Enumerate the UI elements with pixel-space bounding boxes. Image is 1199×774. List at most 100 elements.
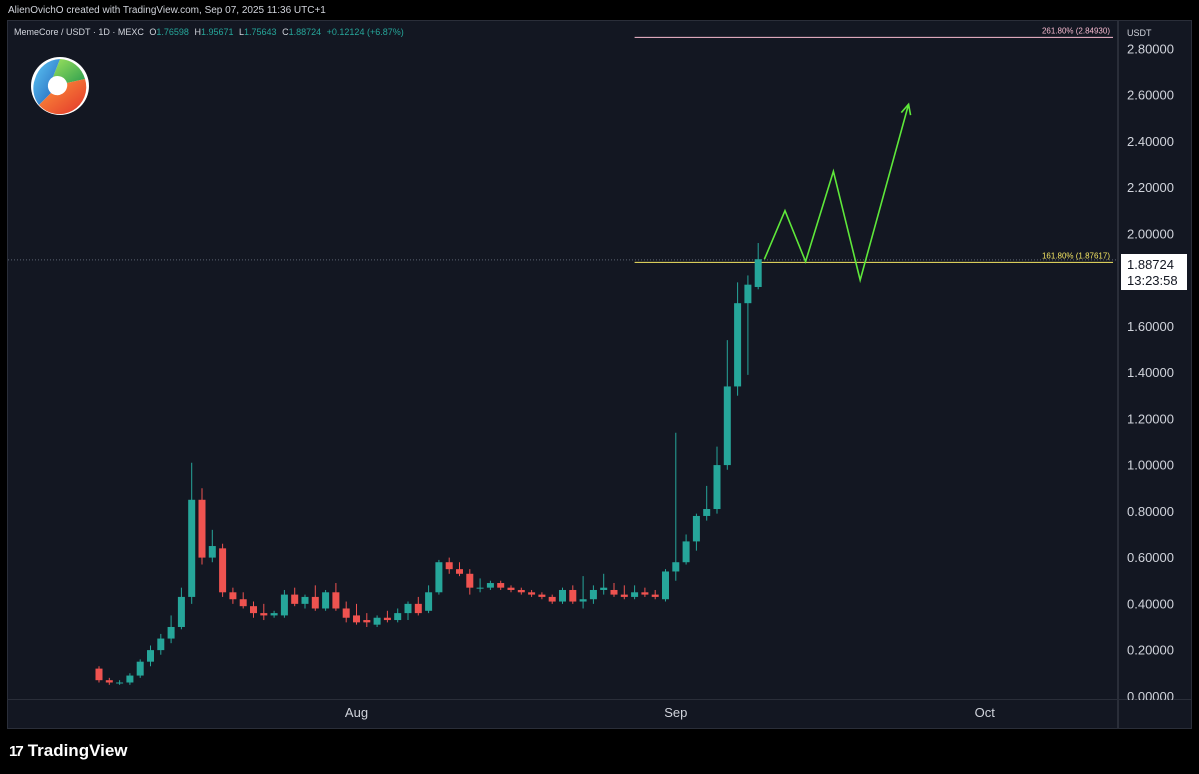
projection-arrowhead — [900, 102, 912, 116]
high-key: H — [194, 27, 201, 37]
candle-body — [651, 594, 659, 597]
candle-body — [383, 617, 391, 621]
price-tick-label: 0.60000 — [1127, 550, 1174, 565]
candle-body — [445, 562, 453, 570]
candle-body — [466, 573, 474, 588]
candle-body — [723, 386, 731, 466]
candle-body — [208, 546, 216, 558]
price-tick-label: 1.00000 — [1127, 458, 1174, 473]
price-tick-label: 2.60000 — [1127, 88, 1174, 103]
price-tick-label: 1.40000 — [1127, 365, 1174, 380]
price-tick-label: 2.40000 — [1127, 134, 1174, 149]
low-key: L — [239, 27, 245, 37]
candle-body — [394, 613, 402, 621]
open-key: O — [149, 27, 157, 37]
candle-body — [311, 596, 319, 609]
price-tick-label: 0.80000 — [1127, 504, 1174, 519]
candle-body — [280, 594, 288, 616]
tradingview-wordmark: TradingView — [27, 741, 128, 760]
high-value: 1.95671 — [200, 27, 234, 37]
attribution-text: AlienOvichO created with TradingView.com… — [8, 5, 326, 16]
candle-body — [291, 594, 299, 604]
candle-body — [456, 569, 463, 574]
candle-body — [270, 613, 278, 616]
candle-body — [414, 603, 422, 614]
candle-body — [198, 499, 206, 558]
time-tick-label: Aug — [345, 705, 368, 720]
candle-body — [476, 587, 484, 589]
candle-body — [188, 499, 196, 597]
projection-path — [763, 104, 910, 284]
candle-body — [250, 606, 257, 614]
candle-body — [703, 509, 711, 516]
candle-body — [219, 548, 227, 593]
close-value: 1.88724 — [288, 27, 322, 37]
change-value: +0.12124 (+6.87%) — [326, 27, 404, 37]
time-tick-label: Oct — [975, 705, 996, 720]
candle-body — [167, 626, 175, 639]
candle-body — [301, 596, 309, 604]
tradingview-brand[interactable]: 17 TradingView — [9, 740, 128, 762]
price-tick-label: 0.40000 — [1127, 596, 1174, 611]
time-axis[interactable]: Aug Sep Oct — [7, 700, 1118, 729]
candle-body — [497, 583, 505, 588]
candle-body — [662, 571, 669, 600]
price-axis-scale: 0.00000 0.20000 0.40000 0.60000 0.80000 1.000… — [1127, 41, 1174, 701]
candle-body — [105, 680, 113, 683]
last-price-tag: 1.88724 13:23:58 — [1121, 254, 1187, 290]
price-axis[interactable]: USDT 0.00000 0.20000 0.40000 0.60000 0.80000… — [1118, 20, 1192, 701]
candle-body — [672, 562, 680, 572]
candle-body — [353, 615, 360, 623]
candle-body — [95, 668, 103, 681]
candle-body — [641, 592, 649, 595]
candle-body — [373, 617, 381, 625]
symbol-name[interactable]: MemeCore / USDT · 1D · MEXC — [14, 27, 144, 37]
candle-body — [548, 596, 556, 602]
fib-level-label: 261.80% (2.84930) — [1042, 26, 1110, 35]
low-value: 1.75643 — [244, 27, 277, 37]
time-axis-scale: Aug Sep Oct — [345, 705, 996, 720]
candle-body — [507, 587, 515, 590]
close-key: C — [282, 27, 289, 37]
candle-body — [682, 541, 690, 563]
symbol-legend: MemeCore / USDT · 1D · MEXC O1.76598 H1.… — [14, 27, 404, 37]
price-tick-label: 1.20000 — [1127, 411, 1174, 426]
candle-body — [425, 592, 433, 611]
candle-body — [559, 589, 566, 602]
last-price-value: 1.88724 — [1127, 257, 1174, 272]
candle-body — [734, 303, 742, 387]
candle-body — [713, 465, 721, 510]
candle-body — [126, 675, 134, 683]
candle-body — [147, 650, 154, 662]
bar-countdown: 13:23:58 — [1127, 273, 1178, 288]
open-value: 1.76598 — [156, 27, 189, 37]
time-tick-label: Sep — [664, 705, 687, 720]
currency-label[interactable]: USDT — [1127, 28, 1152, 38]
candle-body — [569, 589, 577, 602]
candle-body — [692, 515, 700, 542]
price-tick-label: 1.60000 — [1127, 319, 1174, 334]
candle-body — [589, 589, 597, 600]
candle-body — [579, 599, 587, 602]
candle-body — [528, 592, 536, 595]
chart-pane[interactable]: 261.80% (2.84930) 161.80% (1.87617) MemeC… — [7, 20, 1118, 700]
price-tick-label: 2.00000 — [1127, 226, 1174, 241]
candle-body — [538, 594, 546, 597]
candle-body — [631, 592, 639, 597]
fib-level-label: 161.80% (1.87617) — [1042, 251, 1110, 260]
candle-body — [157, 638, 165, 651]
candlestick-chart[interactable]: 261.80% (2.84930) 161.80% (1.87617) — [8, 21, 1118, 700]
tradingview-logo-icon: 17 — [9, 742, 24, 760]
candle-body — [435, 562, 443, 593]
price-tick-label: 2.20000 — [1127, 180, 1174, 195]
price-tick-label: 0.20000 — [1127, 643, 1174, 658]
candle-body — [229, 592, 237, 600]
candle-body — [136, 661, 144, 676]
candle-body — [322, 592, 330, 609]
candle-body — [744, 284, 752, 304]
candle-body — [342, 608, 350, 618]
candle-body — [363, 620, 371, 623]
candle-body — [239, 599, 247, 607]
candle-body — [116, 682, 124, 684]
